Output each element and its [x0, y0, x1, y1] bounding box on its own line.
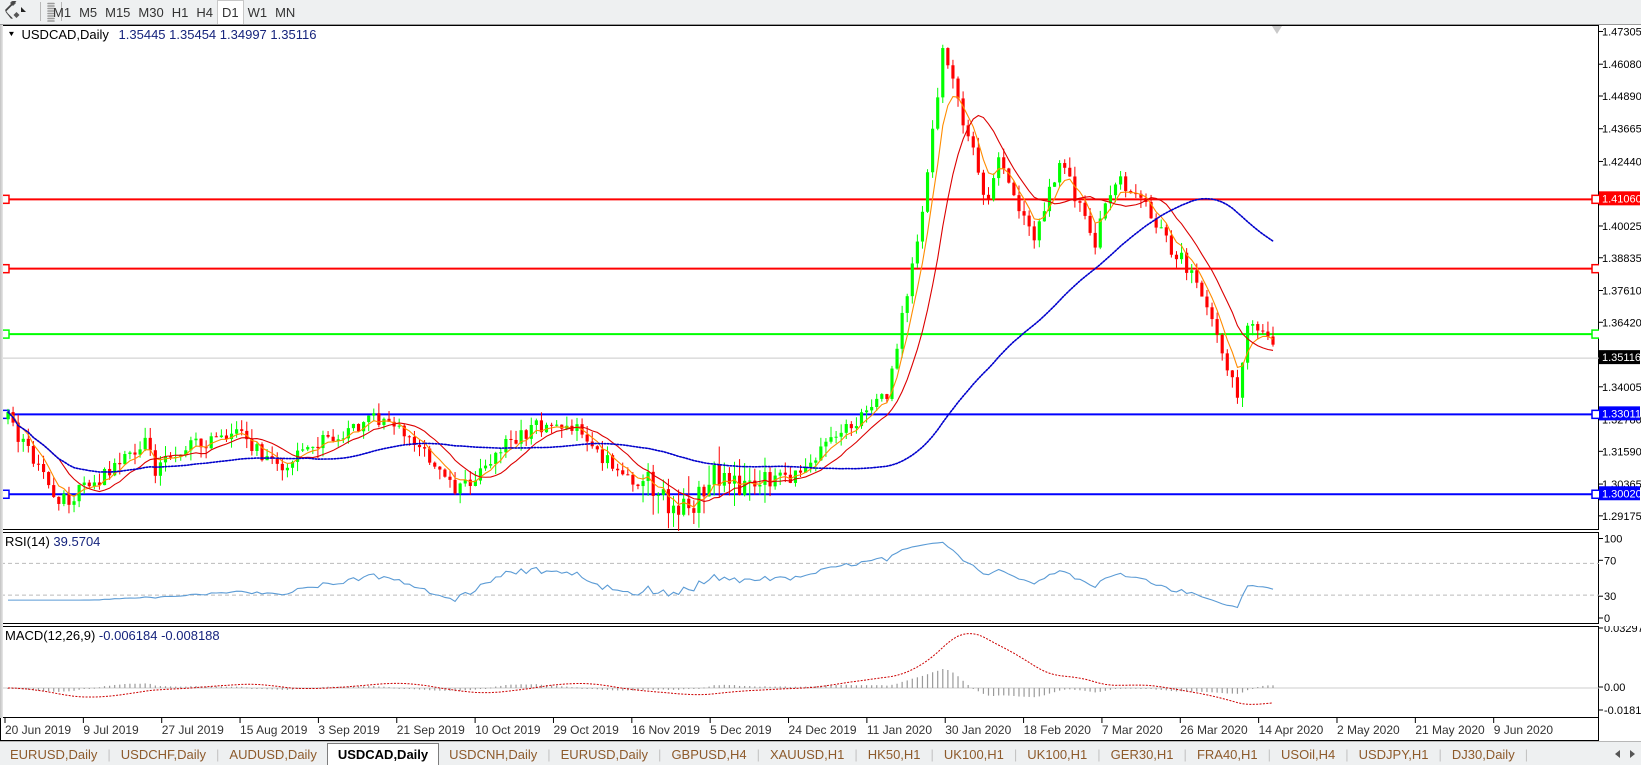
svg-text:1.33011: 1.33011 [1602, 408, 1641, 420]
svg-text:1.43665: 1.43665 [1602, 124, 1641, 136]
svg-text:1.35116: 1.35116 [1602, 352, 1641, 364]
svg-text:1.44890: 1.44890 [1602, 91, 1641, 103]
svg-text:70: 70 [1604, 555, 1616, 567]
svg-text:10 Oct 2019: 10 Oct 2019 [475, 723, 541, 737]
svg-text:27 Jul 2019: 27 Jul 2019 [162, 723, 224, 737]
svg-text:21 Sep 2019: 21 Sep 2019 [397, 723, 465, 737]
svg-text:21 May 2020: 21 May 2020 [1415, 723, 1485, 737]
svg-text:30 Jan 2020: 30 Jan 2020 [945, 723, 1011, 737]
svg-text:1.30020: 1.30020 [1602, 488, 1641, 500]
svg-text:3 Sep 2019: 3 Sep 2019 [318, 723, 380, 737]
svg-text:9 Jun 2020: 9 Jun 2020 [1494, 723, 1554, 737]
svg-text:1.31590: 1.31590 [1602, 446, 1641, 458]
svg-text:30: 30 [1604, 591, 1616, 603]
svg-text:0.032972: 0.032972 [1604, 626, 1641, 635]
svg-text:1.36420: 1.36420 [1602, 317, 1641, 329]
svg-text:18 Feb 2020: 18 Feb 2020 [1024, 723, 1092, 737]
svg-text:11 Jan 2020: 11 Jan 2020 [867, 723, 932, 737]
svg-text:1.38835: 1.38835 [1602, 253, 1641, 265]
svg-text:1.34005: 1.34005 [1602, 382, 1641, 394]
svg-text:14 Apr 2020: 14 Apr 2020 [1259, 723, 1324, 737]
svg-text:0: 0 [1604, 613, 1610, 624]
svg-text:2 May 2020: 2 May 2020 [1337, 723, 1400, 737]
svg-text:29 Oct 2019: 29 Oct 2019 [553, 723, 619, 737]
svg-text:1.47305: 1.47305 [1602, 26, 1641, 38]
svg-text:24 Dec 2019: 24 Dec 2019 [789, 723, 857, 737]
svg-text:26 Mar 2020: 26 Mar 2020 [1180, 723, 1248, 737]
svg-text:1.40025: 1.40025 [1602, 221, 1641, 233]
svg-text:1.37610: 1.37610 [1602, 285, 1641, 297]
svg-text:-0.018154: -0.018154 [1604, 705, 1641, 717]
svg-text:5 Dec 2019: 5 Dec 2019 [710, 723, 772, 737]
svg-text:1.29175: 1.29175 [1602, 511, 1641, 523]
svg-text:7 Mar 2020: 7 Mar 2020 [1102, 723, 1163, 737]
svg-text:100: 100 [1604, 534, 1622, 546]
svg-text:1.41060: 1.41060 [1602, 193, 1641, 205]
svg-text:0.00: 0.00 [1604, 682, 1625, 694]
svg-text:1.42440: 1.42440 [1602, 156, 1641, 168]
svg-text:15 Aug 2019: 15 Aug 2019 [240, 723, 308, 737]
svg-text:9 Jul 2019: 9 Jul 2019 [83, 723, 139, 737]
svg-text:16 Nov 2019: 16 Nov 2019 [632, 723, 700, 737]
svg-text:20 Jun 2019: 20 Jun 2019 [5, 723, 71, 737]
svg-text:1.46080: 1.46080 [1602, 59, 1641, 71]
